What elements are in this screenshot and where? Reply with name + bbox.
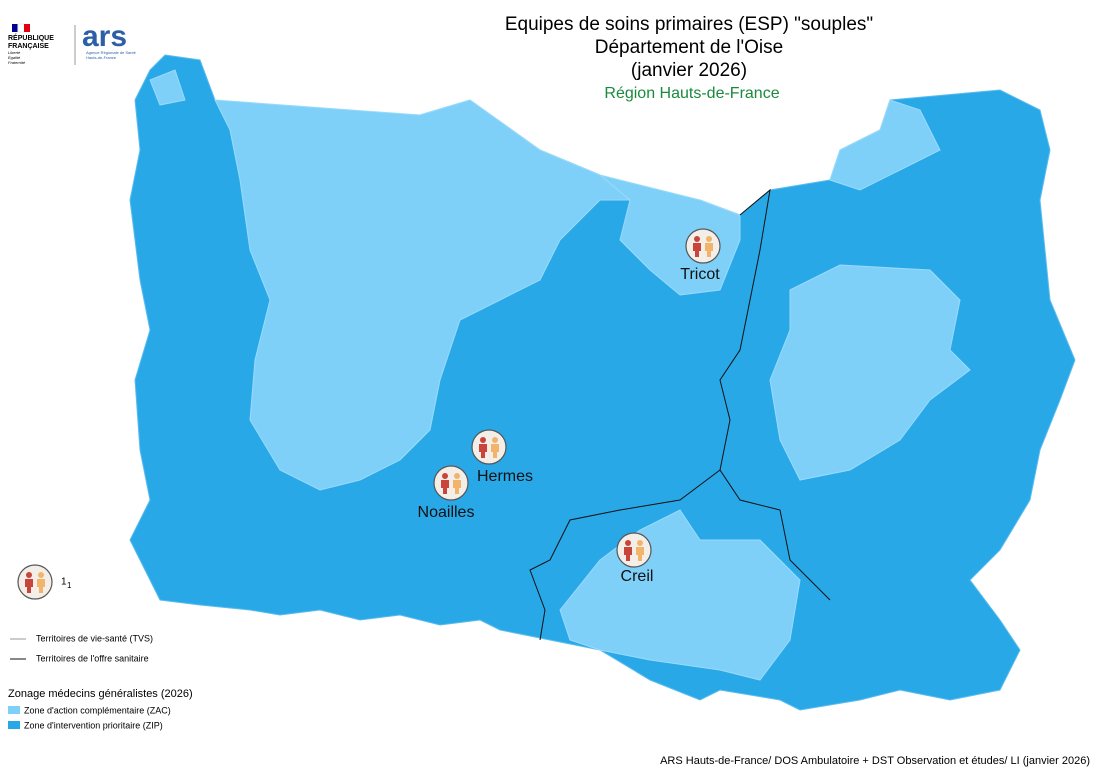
zac-zone — [599, 174, 741, 296]
site-icon — [433, 465, 469, 501]
tos-boundary — [529, 469, 721, 641]
ars-logo: ars — [82, 20, 127, 53]
person-body — [25, 579, 33, 593]
person-body — [37, 579, 45, 593]
zip-swatch — [8, 721, 20, 729]
ars-sub: Hauts-de-France — [86, 55, 117, 60]
site-label: Tricot — [680, 266, 720, 283]
icon-ring — [685, 228, 721, 264]
site-label: Noailles — [418, 504, 475, 521]
person-body — [636, 547, 644, 561]
person-head — [492, 437, 498, 443]
person-body — [441, 480, 449, 494]
person-body — [491, 444, 499, 458]
person-body — [453, 480, 461, 494]
ars-sub: Agence Régionale de Santé — [86, 50, 137, 55]
source: ARS Hauts-de-France/ DOS Ambulatoire + D… — [660, 755, 1090, 767]
person-head — [625, 540, 631, 546]
person-head — [26, 572, 32, 578]
motto: Liberté — [8, 50, 21, 55]
logos: RÉPUBLIQUE FRANÇAISE Liberté Égalité Fra… — [8, 20, 137, 65]
person-head — [694, 236, 700, 242]
tos-label: Territoires de l'offre sanitaire — [36, 653, 149, 663]
zac-zone — [829, 99, 941, 191]
site-label: Creil — [621, 568, 654, 585]
person-head — [637, 540, 643, 546]
flag-white — [17, 23, 25, 33]
zac-swatch — [8, 706, 20, 714]
title: Equipes de soins primaires (ESP) "souple… — [505, 14, 873, 35]
flag-blue — [12, 24, 18, 32]
zac-label: Zone d'action complémentaire (ZAC) — [24, 705, 171, 715]
zones — [129, 54, 1076, 711]
zip-label: Zone d'intervention prioritaire (ZIP) — [24, 720, 163, 730]
republique: FRANÇAISE — [8, 43, 49, 50]
zac-zone — [214, 99, 632, 491]
region: Région Hauts-de-France — [604, 85, 779, 102]
sites: Tricot Hermes Noailles Creil — [418, 228, 721, 585]
zac-zone — [769, 264, 971, 481]
person-body — [705, 243, 713, 257]
person-body — [693, 243, 701, 257]
icon-count: 1 — [61, 577, 67, 588]
icon-ring — [17, 564, 53, 600]
person-head — [442, 473, 448, 479]
person-body — [624, 547, 632, 561]
motto: Égalité — [8, 55, 21, 60]
icon-ring — [471, 429, 507, 465]
person-body — [479, 444, 487, 458]
zac-zone — [149, 69, 186, 106]
zonage-title: Zonage médecins généralistes (2026) — [8, 688, 193, 700]
site-icon — [17, 564, 53, 600]
icon-count-sub: 1 — [67, 581, 72, 590]
site-icon — [616, 532, 652, 568]
site-label: Hermes — [477, 468, 533, 485]
motto: Fraternité — [8, 60, 26, 65]
republique: RÉPUBLIQUE — [8, 33, 54, 42]
person-head — [38, 572, 44, 578]
person-head — [706, 236, 712, 242]
titles: Equipes de soins primaires (ESP) "souple… — [505, 14, 873, 102]
site-icon — [685, 228, 721, 264]
flag-red — [24, 24, 30, 32]
site-icon — [471, 429, 507, 465]
tvs-label: Territoires de vie-santé (TVS) — [36, 633, 153, 643]
title: (janvier 2026) — [631, 60, 747, 81]
legend: 1 1 Territoires de vie-santé (TVS) Terri… — [8, 564, 193, 730]
person-head — [454, 473, 460, 479]
person-head — [480, 437, 486, 443]
icon-ring — [616, 532, 652, 568]
tos-boundary — [719, 188, 831, 601]
icon-ring — [433, 465, 469, 501]
title: Département de l'Oise — [595, 37, 783, 58]
